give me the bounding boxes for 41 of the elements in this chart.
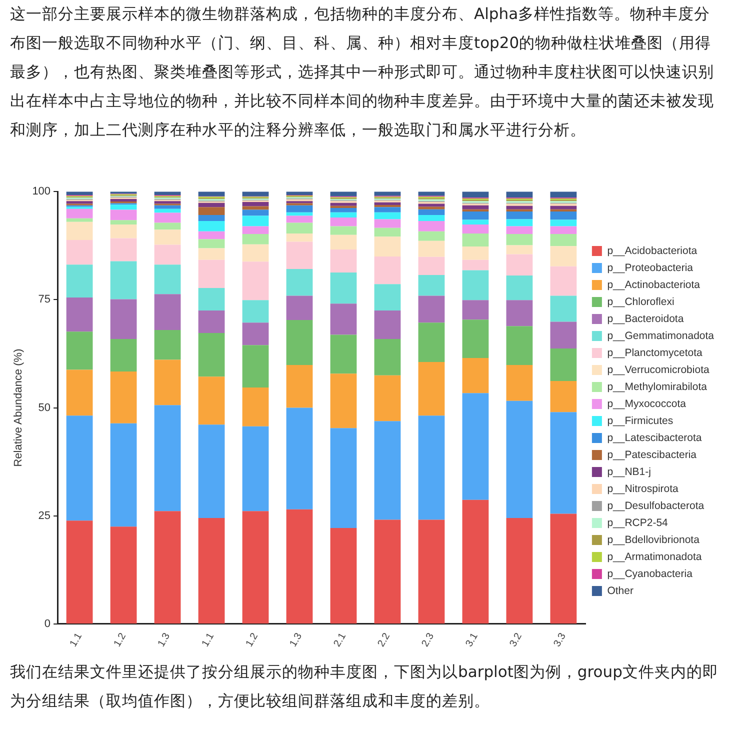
x-tick-label: 1.3 <box>156 630 173 649</box>
legend-label: p__Methylomirabilota <box>607 380 708 393</box>
legend-label: p__Verrucomicrobiota <box>607 364 710 376</box>
legend-label: p__RCP2-54 <box>607 516 668 529</box>
legend-label: p__Latescibacterota <box>607 432 702 444</box>
legend-label: p__Bacteroidota <box>607 312 684 325</box>
legend-label: p__Chloroflexi <box>607 296 674 308</box>
x-tick-label: 1.2 <box>112 630 129 649</box>
x-tick-label: 1.1 <box>68 630 85 649</box>
legend-label: p__Cyanobacteria <box>607 568 693 580</box>
text: 我们在结果文件里还提供了按分组展示的物种丰度图，下图为以barplot图为例，group文件夹内的即为分组结果（取均值作图），方便比较组间群落组成和丰度的差别。 <box>9 662 720 712</box>
legend-label: p__Nitrospirota <box>607 482 679 495</box>
x-tick-label: 3.2 <box>508 630 525 649</box>
x-tick-label: 1.2 <box>244 630 261 649</box>
x-tick-label: 2.3 <box>420 630 437 649</box>
x-tick-label: 2.2 <box>376 630 393 649</box>
legend-label: p__Actinobacteriota <box>607 278 700 291</box>
legend-label: p__Planctomycetota <box>607 346 702 359</box>
x-tick-label: 3.1 <box>464 630 481 649</box>
y-tick-label: 75 <box>38 294 51 306</box>
legend-label: p__Proteobacteria <box>607 262 694 274</box>
y-tick-label: 25 <box>38 510 51 522</box>
legend-label: p__Armatimonadota <box>607 550 702 563</box>
legend-label: p__Desulfobacterota <box>607 500 704 512</box>
legend-label: p__Patescibacteria <box>607 448 697 461</box>
y-tick-label: 100 <box>32 186 51 198</box>
y-tick-label: 50 <box>38 402 51 414</box>
x-tick-label: 2.1 <box>332 630 349 649</box>
legend-label: p__NB1-j <box>607 466 651 478</box>
y-axis-title: Relative Abundance (%) <box>12 348 25 467</box>
legend-label: p__Acidobacteriota <box>607 244 698 257</box>
x-tick-label: 1.3 <box>288 630 305 649</box>
legend-label: p__Firmicutes <box>607 414 674 427</box>
x-tick-label: 3.3 <box>552 630 569 649</box>
text: 这一部分主要展示样本的微生物群落构成，包括物种的丰度分布、Alpha多样性指数等。物种丰度分布图一般选取不同物种水平（门、纲、目、科、属、种）相对丰度top20的物种做柱状堆叠图（用得最多），也有热图、聚类堆叠图等形式，选择其中一种形式即可。通过物种丰度柱状图可以快速识别出在样本中占主导地位的物种，并比较不同样本间的物种丰度差异。由于环境中大量的菌还未被发现和测序，加上二代测序在种水平的注释分辨率低，一般选取门和属水平进行分析。 <box>9 4 715 141</box>
y-tick-label: 0 <box>44 618 51 630</box>
x-tick-label: 1.1 <box>200 630 217 649</box>
legend-label: p__Bdellovibrionota <box>607 534 700 546</box>
legend-label: Other <box>607 584 634 597</box>
legend-label: p__Gemmatimonadota <box>607 330 714 342</box>
legend-label: p__Myxococcota <box>607 398 686 410</box>
